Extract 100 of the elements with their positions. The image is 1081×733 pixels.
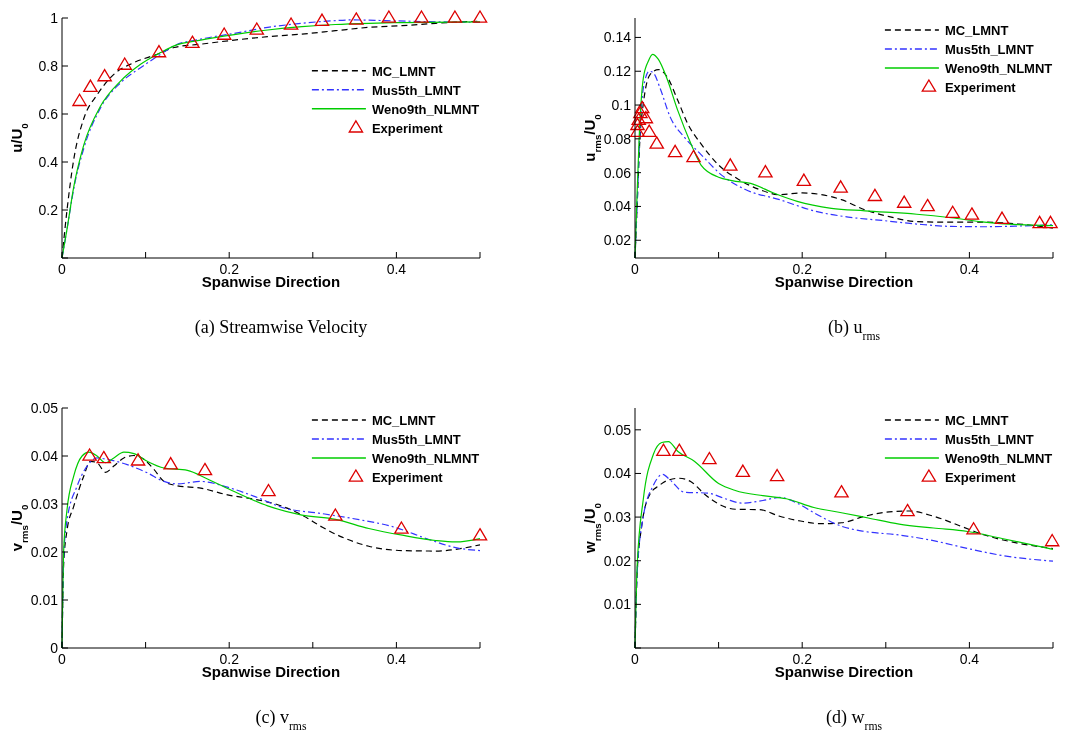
legend-label: MC_LMNT (371, 413, 436, 428)
point (216, 27, 232, 40)
point (758, 165, 773, 178)
point (130, 453, 146, 466)
point (163, 456, 178, 470)
point (414, 10, 429, 23)
y-tick-label: 0.14 (603, 29, 632, 46)
y-tick-label: 0 (50, 640, 59, 656)
point (117, 57, 132, 70)
point (394, 521, 409, 534)
legend-label: Experiment (371, 120, 444, 136)
x-tick-label: 0.4 (386, 651, 407, 667)
y-tick-label: 0.01 (603, 596, 632, 613)
legend-label: Mus5th_LMNT (371, 82, 461, 98)
point (1032, 215, 1047, 229)
point (381, 10, 397, 23)
point (631, 112, 647, 126)
point (197, 462, 213, 476)
text: (d) w$_{rms}$ (825, 707, 883, 733)
point (328, 508, 343, 521)
legend-label: Mus5th_LMNT (944, 432, 1034, 447)
point (920, 198, 935, 212)
point (735, 464, 751, 477)
y-tick-label: 0.04 (30, 448, 59, 464)
point (702, 451, 717, 465)
y-tick-label: 0.12 (603, 63, 632, 80)
y-tick-label: 0.6 (38, 106, 59, 122)
point (672, 443, 687, 457)
text: (c) v$_{rms}$ (255, 707, 307, 733)
point (833, 180, 848, 193)
legend-label: MC_LMNT (371, 63, 436, 79)
y-tick-label: 0.04 (603, 198, 632, 215)
y-tick-label: 0.05 (603, 421, 632, 438)
point (261, 483, 276, 497)
point (769, 468, 785, 482)
x-tick-label: 0.4 (959, 261, 980, 277)
y-tick-label: 1 (50, 10, 59, 26)
y-tick-label: 0.03 (30, 496, 59, 512)
point (447, 10, 463, 23)
point (656, 443, 671, 457)
legend-label: Weno9th_NLMNT (371, 451, 480, 466)
point (667, 144, 683, 158)
point (472, 528, 488, 541)
point (964, 207, 980, 220)
point (633, 105, 648, 119)
point (834, 485, 849, 498)
point (630, 124, 645, 137)
text: (a) Streamwise Velocity (194, 317, 368, 338)
point (151, 44, 167, 58)
y-tick-label: 0.01 (30, 592, 59, 608)
point (641, 124, 657, 137)
point (83, 79, 98, 92)
point (472, 10, 488, 23)
point (867, 188, 883, 202)
legend-label: Experiment (371, 470, 444, 485)
point (630, 117, 645, 131)
point (1043, 215, 1058, 229)
point (1044, 533, 1060, 547)
text: (b) u$_{rms}$ (827, 317, 881, 343)
point (686, 149, 701, 163)
point (896, 195, 912, 208)
legend-label: MC_LMNT (944, 413, 1009, 428)
legend-label: Weno9th_NLMNT (944, 61, 1053, 76)
legend-label: Weno9th_NLMNT (371, 101, 480, 117)
point (638, 110, 654, 124)
point (249, 22, 265, 35)
legend-label: MC_LMNT (944, 23, 1009, 38)
point (314, 13, 330, 26)
y-tick-label: 0.02 (603, 232, 632, 249)
x-tick-label: 0.4 (959, 651, 980, 667)
point (634, 100, 650, 114)
point (723, 158, 738, 171)
point (945, 205, 960, 219)
y-tick-label: 0.06 (603, 164, 632, 181)
point (994, 211, 1010, 224)
y-tick-label: 0.8 (38, 58, 59, 74)
point (72, 93, 87, 107)
legend-label: Experiment (944, 80, 1017, 95)
point (185, 35, 200, 49)
legend-label: Weno9th_NLMNT (944, 451, 1053, 466)
point (96, 450, 112, 464)
y-tick-label: 0.03 (603, 509, 632, 526)
point (97, 68, 112, 82)
point (283, 17, 299, 30)
y-tick-label: 0.2 (38, 202, 59, 218)
y-tick-label: 0.02 (30, 544, 59, 560)
y-tick-label: 0.05 (30, 400, 59, 416)
point (348, 12, 364, 25)
y-tick-label: 0.1 (611, 97, 632, 114)
legend-label: Experiment (944, 470, 1017, 485)
x-tick-label: 0.4 (386, 261, 407, 277)
point (649, 136, 665, 149)
legend-label: Mus5th_LMNT (944, 42, 1034, 57)
legend-label: Mus5th_LMNT (371, 432, 461, 447)
point (900, 503, 915, 517)
y-tick-label: 0.04 (603, 465, 632, 482)
point (82, 448, 97, 461)
y-tick-label: 0.4 (38, 154, 59, 170)
y-tick-label: 0.08 (603, 130, 632, 147)
point (796, 173, 812, 186)
